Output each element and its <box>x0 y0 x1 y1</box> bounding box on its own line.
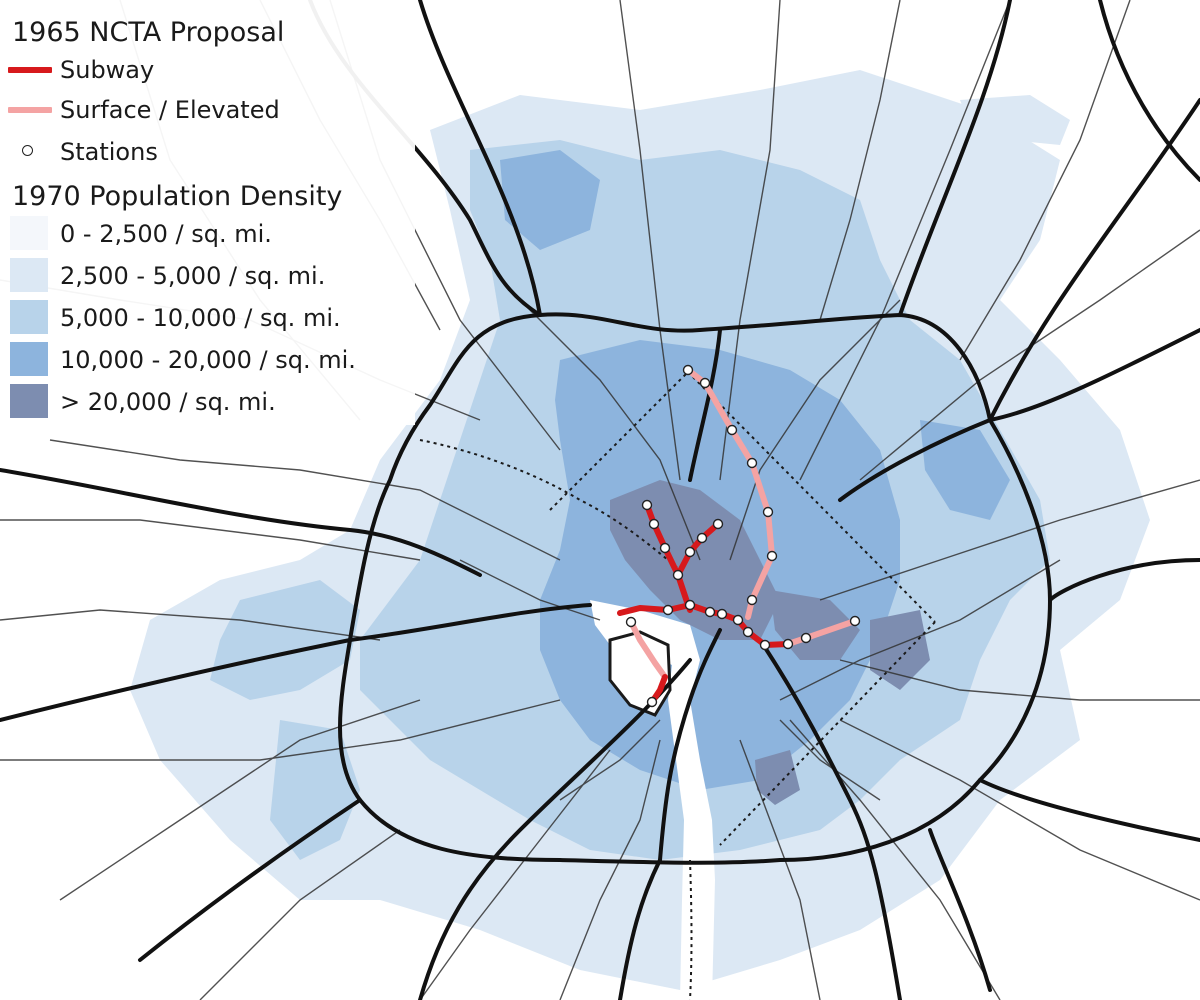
legend-label: 2,500 - 5,000 / sq. mi. <box>60 262 326 290</box>
subway-line-northeast <box>675 521 721 578</box>
legend-item-stations: Stations <box>0 132 415 172</box>
density-area-very-dense-southeast <box>870 610 930 690</box>
potomac-river <box>590 600 715 1000</box>
density-layer <box>130 70 1150 990</box>
density-swatch <box>10 384 48 418</box>
station <box>672 569 684 581</box>
dc-boundary-nw <box>549 371 689 511</box>
station <box>746 594 758 606</box>
dc-boundary-se <box>719 621 936 846</box>
highway-northwest <box>418 0 542 317</box>
highway-southeast <box>978 778 1200 842</box>
station <box>759 639 771 651</box>
station-circle-icon <box>22 145 33 156</box>
density-area-mid-west <box>210 580 360 700</box>
station <box>659 542 671 554</box>
surface-line-north <box>685 367 775 620</box>
highway-south-center <box>618 858 662 1000</box>
station <box>782 638 794 650</box>
highway-n-center <box>688 328 722 482</box>
station <box>766 550 778 562</box>
legend-label: 5,000 - 10,000 / sq. mi. <box>60 304 341 332</box>
highway-route50 <box>838 328 1200 502</box>
highway-east <box>1048 558 1200 602</box>
density-area-dense-north <box>500 150 600 250</box>
station <box>762 506 774 518</box>
dc-boundary-ne <box>687 371 936 623</box>
station <box>662 604 674 616</box>
stations <box>625 364 861 708</box>
highway-balt-parkway <box>1098 0 1200 182</box>
density-swatch <box>10 300 48 334</box>
legend-proposal-title: 1965 NCTA Proposal <box>12 17 285 48</box>
legend-label: 10,000 - 20,000 / sq. mi. <box>60 346 356 374</box>
legend-label: Surface / Elevated <box>60 96 280 124</box>
station <box>746 457 758 469</box>
highway-i95-south <box>418 658 692 1000</box>
station <box>704 606 716 618</box>
legend-density-class: 10,000 - 20,000 / sq. mi. <box>0 340 415 380</box>
highway-southwest-2 <box>138 798 362 962</box>
station <box>742 626 754 638</box>
legend-label: > 20,000 / sq. mi. <box>60 388 276 416</box>
legend-density-class: 2,500 - 5,000 / sq. mi. <box>0 256 415 296</box>
surface-line-swatch <box>8 107 52 113</box>
station <box>684 599 696 611</box>
station <box>641 499 653 511</box>
legend-item-subway: Subway <box>0 50 415 90</box>
station <box>696 532 708 544</box>
density-swatch <box>10 342 48 376</box>
legend-density-class: > 20,000 / sq. mi. <box>0 382 415 422</box>
station <box>712 518 724 530</box>
legend-density-class: 0 - 2,500 / sq. mi. <box>0 214 415 254</box>
highway-i395 <box>658 628 722 862</box>
surface-line-south <box>628 619 668 680</box>
station <box>682 364 694 376</box>
highway-anacostia <box>758 638 902 1000</box>
station <box>625 616 637 628</box>
subway-line-swatch <box>8 67 52 73</box>
station <box>849 615 861 627</box>
legend-label: Subway <box>60 56 155 84</box>
legend: 1965 NCTA Proposal Subway Surface / Elev… <box>0 0 415 425</box>
subway-line-downtown <box>617 602 791 648</box>
highway-west <box>0 468 482 577</box>
legend-density-title: 1970 Population Density <box>12 181 343 212</box>
highway-i95-north <box>898 0 1012 317</box>
station <box>648 518 660 530</box>
highway-southwest <box>0 603 592 722</box>
density-area-light-north <box>960 95 1070 145</box>
station <box>732 614 744 626</box>
station <box>800 632 812 644</box>
density-swatch <box>10 216 48 250</box>
station <box>684 546 696 558</box>
legend-label: 0 - 2,500 / sq. mi. <box>60 220 272 248</box>
rail-north <box>419 439 681 571</box>
highway-suitland <box>928 828 992 992</box>
station <box>716 608 728 620</box>
legend-density-class: 5,000 - 10,000 / sq. mi. <box>0 298 415 338</box>
station <box>726 424 738 436</box>
dotted-lines <box>419 371 936 1000</box>
density-swatch <box>10 258 48 292</box>
density-area-dense-northeast <box>920 420 1010 520</box>
legend-item-surface: Surface / Elevated <box>0 90 415 130</box>
legend-label: Stations <box>60 138 158 166</box>
station <box>699 377 711 389</box>
station <box>646 696 658 708</box>
density-area-very-dense-south <box>755 750 800 805</box>
rail-south <box>689 859 693 1000</box>
